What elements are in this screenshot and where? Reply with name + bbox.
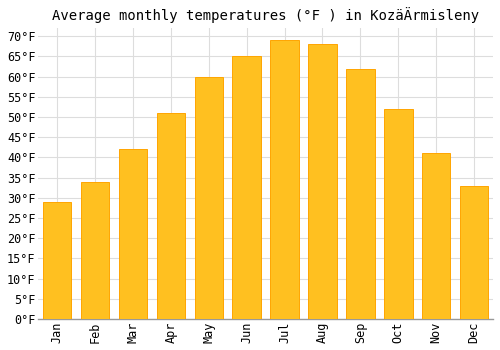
Bar [308,44,336,319]
Title: Average monthly temperatures (°F ) in KozäÄrmisleny: Average monthly temperatures (°F ) in Ko… [52,7,479,23]
Bar [422,153,450,319]
Bar [156,113,185,319]
Bar [346,69,374,319]
Bar [43,202,72,319]
Bar [270,40,299,319]
Bar [194,77,223,319]
Bar [232,56,261,319]
Bar [460,186,488,319]
Bar [119,149,147,319]
Bar [384,109,412,319]
Bar [81,182,110,319]
